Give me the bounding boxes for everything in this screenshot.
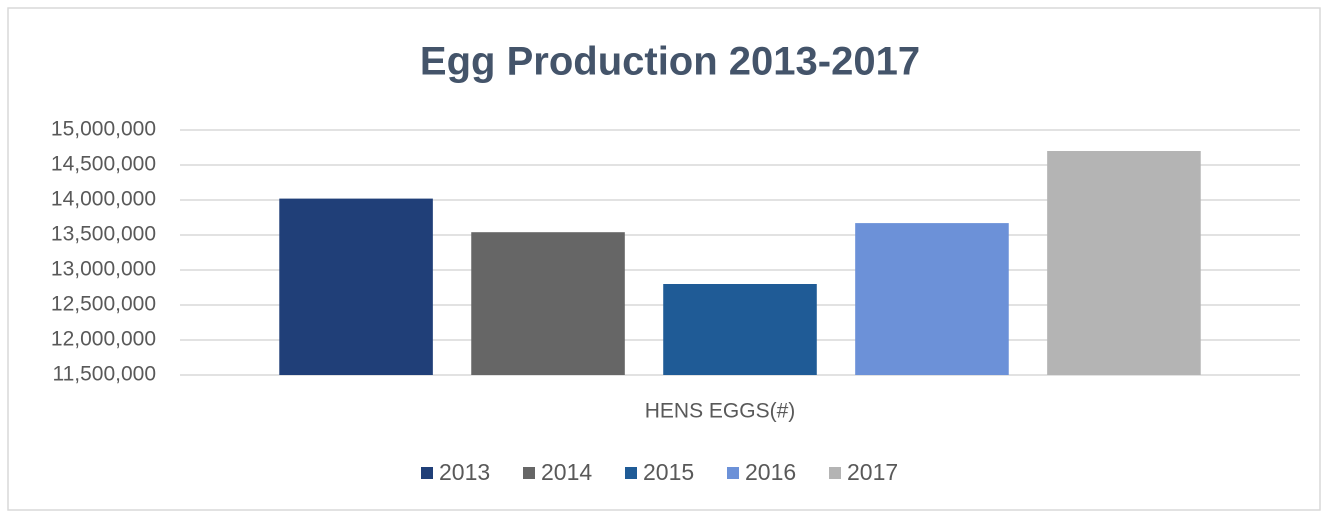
y-tick-label: 11,500,000 bbox=[52, 363, 156, 386]
legend-label: 2014 bbox=[541, 459, 592, 485]
legend-label: 2013 bbox=[439, 459, 490, 485]
legend-swatch bbox=[421, 467, 433, 479]
bar bbox=[855, 223, 1009, 375]
legend-swatch bbox=[727, 467, 739, 479]
legend-swatch bbox=[523, 467, 535, 479]
bar bbox=[1047, 151, 1201, 375]
legend-swatch bbox=[829, 467, 841, 479]
legend-label: 2015 bbox=[643, 459, 694, 485]
y-tick-label: 13,500,000 bbox=[51, 223, 156, 246]
y-tick-label: 15,000,000 bbox=[51, 118, 156, 141]
chart-title: Egg Production 2013-2017 bbox=[420, 40, 920, 84]
y-tick-label: 12,000,000 bbox=[51, 328, 156, 351]
y-tick-label: 14,500,000 bbox=[51, 153, 156, 176]
bar bbox=[663, 284, 817, 375]
bar bbox=[279, 198, 433, 375]
x-tick-label: HENS EGGS(#) bbox=[645, 400, 796, 423]
y-tick-label: 12,500,000 bbox=[51, 293, 156, 316]
legend-swatch bbox=[625, 467, 637, 479]
y-tick-label: 13,000,000 bbox=[51, 258, 156, 281]
y-tick-label: 14,000,000 bbox=[51, 188, 156, 211]
legend-label: 2017 bbox=[847, 459, 898, 485]
bar bbox=[471, 232, 625, 375]
legend-label: 2016 bbox=[745, 459, 796, 485]
